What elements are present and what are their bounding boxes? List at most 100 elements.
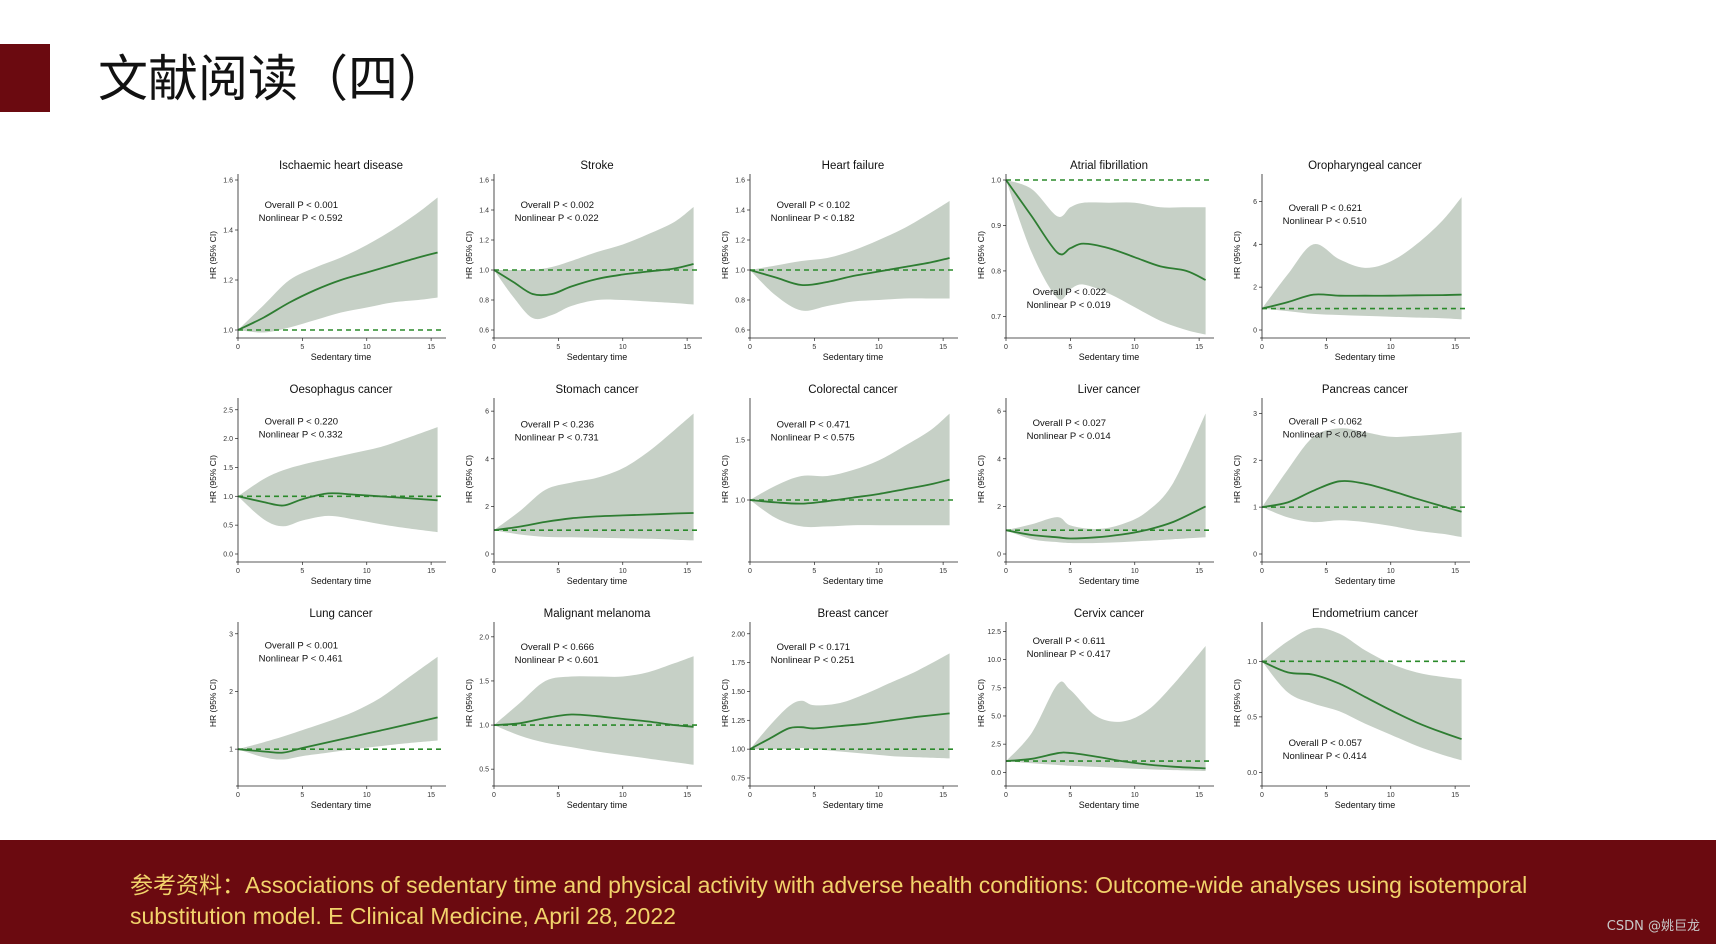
- y-tick-label: 0: [485, 552, 489, 559]
- chart-title: Breast cancer: [818, 608, 889, 620]
- chart-panel: 0 5 10 15 0 2 4 6 Stomach cancer Sedentary time HR…: [456, 376, 712, 600]
- y-tick-label: 2: [1253, 285, 1257, 292]
- chart-panel: 0 5 10 15 0.6 0.8 1.0 1.2 1.4 1.6 Heart failure Sed…: [712, 152, 968, 376]
- y-tick-label: 1.0: [479, 723, 489, 730]
- chart-panel: 0 5 10 15 0.6 0.8 1.0 1.2 1.4 1.6 Stroke Sedentary …: [456, 152, 712, 376]
- chart-svg: 0 5 10 15 1.0 1.2 1.4 1.6 Ischaemic heart diseas…: [208, 160, 446, 362]
- y-axis-label: HR (95% CI): [464, 679, 474, 727]
- y-tick-label: 2.0: [223, 436, 233, 443]
- y-tick-label: 1.50: [731, 689, 745, 696]
- y-tick-label: 1.2: [223, 278, 233, 285]
- chart-svg: 0 5 10 15 0.0 2.5 5.0 7.5 10.0 12.5 Cervix cancer S…: [976, 608, 1214, 810]
- hr-line: [237, 716, 438, 754]
- chart-panel: 0 5 10 15 0 1 2 3 Pancreas cancer Sedentary time H…: [1224, 376, 1480, 600]
- p-value-annotation: Nonlinear P < 0.461: [259, 654, 343, 665]
- p-value-annotation: Overall P < 0.062: [1289, 417, 1363, 428]
- chart-panel: 0 5 10 15 1.0 1.5 Colorectal cancer Sedentary t…: [712, 376, 968, 600]
- y-tick-label: 0.8: [479, 298, 489, 305]
- chart-title: Malignant melanoma: [544, 608, 651, 620]
- y-tick-label: 1.0: [1247, 659, 1257, 666]
- y-tick-label: 1.0: [991, 178, 1001, 185]
- chart-title: Liver cancer: [1078, 384, 1141, 396]
- y-tick-label: 0.75: [731, 776, 745, 783]
- y-tick-label: 0: [997, 552, 1001, 559]
- x-axis-label: Sedentary time: [823, 352, 884, 362]
- ci-band: [238, 197, 438, 333]
- hr-line: [1005, 505, 1206, 540]
- chart-grid: 0 5 10 15 1.0 1.2 1.4 1.6 Ischaemic heart diseas…: [200, 152, 1480, 822]
- ci-band: [494, 413, 694, 541]
- x-tick-label: 15: [427, 344, 435, 351]
- hr-line: [1005, 179, 1206, 281]
- y-tick-label: 1.6: [479, 178, 489, 185]
- y-tick-label: 1.6: [223, 178, 233, 185]
- y-tick-label: 5.0: [991, 713, 1001, 720]
- x-tick-label: 10: [363, 792, 371, 799]
- chart-title: Endometrium cancer: [1312, 608, 1418, 620]
- y-axis-label: HR (95% CI): [1232, 455, 1242, 503]
- y-axis-label: HR (95% CI): [720, 679, 730, 727]
- x-axis-label: Sedentary time: [1079, 576, 1140, 586]
- y-tick-label: 1.4: [223, 228, 233, 235]
- chart-panel: 0 5 10 15 1 2 3 Lung cancer Sedentary time HR (95…: [200, 600, 456, 824]
- x-tick-label: 15: [683, 568, 691, 575]
- y-tick-label: 0.6: [479, 328, 489, 335]
- y-tick-label: 1.6: [735, 178, 745, 185]
- y-tick-label: 10.0: [987, 657, 1001, 664]
- chart-title: Stomach cancer: [555, 384, 638, 396]
- y-tick-label: 0.8: [735, 298, 745, 305]
- y-tick-label: 1.0: [735, 268, 745, 275]
- chart-title: Atrial fibrillation: [1070, 160, 1148, 172]
- y-tick-label: 1: [1253, 505, 1257, 512]
- y-axis-label: HR (95% CI): [976, 679, 986, 727]
- p-value-annotation: Nonlinear P < 0.014: [1027, 431, 1111, 442]
- x-tick-label: 0: [1004, 344, 1008, 351]
- hr-line: [1261, 293, 1462, 310]
- x-tick-label: 0: [492, 792, 496, 799]
- y-tick-label: 1.25: [731, 718, 745, 725]
- chart-svg: 0 5 10 15 0.6 0.8 1.0 1.2 1.4 1.6 Stroke Sedentary …: [464, 160, 702, 362]
- chart-panel: 0 5 10 15 0.5 1.0 1.5 2.0 Malignant melanoma Sede…: [456, 600, 712, 824]
- y-tick-label: 0.5: [223, 523, 233, 530]
- p-value-annotation: Nonlinear P < 0.332: [259, 430, 343, 441]
- x-axis-label: Sedentary time: [1079, 352, 1140, 362]
- p-value-annotation: Overall P < 0.236: [521, 420, 595, 431]
- x-tick-label: 0: [236, 344, 240, 351]
- hr-line: [493, 512, 694, 532]
- y-axis-label: HR (95% CI): [464, 455, 474, 503]
- x-tick-label: 0: [748, 568, 752, 575]
- ci-band: [1006, 413, 1206, 544]
- p-value-annotation: Overall P < 0.621: [1289, 203, 1363, 214]
- x-tick-label: 0: [492, 344, 496, 351]
- y-tick-label: 6: [485, 409, 489, 416]
- p-value-annotation: Nonlinear P < 0.417: [1027, 649, 1111, 660]
- y-tick-label: 1.5: [479, 678, 489, 685]
- x-tick-label: 10: [1131, 792, 1139, 799]
- x-tick-label: 15: [1451, 792, 1459, 799]
- y-tick-label: 0.6: [735, 328, 745, 335]
- chart-panel: 0 5 10 15 0.0 2.5 5.0 7.5 10.0 12.5 Cervix cancer S…: [968, 600, 1224, 824]
- x-tick-label: 5: [556, 792, 560, 799]
- x-tick-label: 15: [427, 568, 435, 575]
- chart-title: Pancreas cancer: [1322, 384, 1408, 396]
- x-tick-label: 15: [939, 344, 947, 351]
- x-tick-label: 10: [875, 344, 883, 351]
- hr-line: [1261, 480, 1462, 513]
- x-tick-label: 15: [1195, 344, 1203, 351]
- ci-band: [494, 207, 694, 320]
- x-axis-label: Sedentary time: [1335, 352, 1396, 362]
- ci-band: [238, 656, 438, 760]
- p-value-annotation: Overall P < 0.220: [265, 417, 339, 428]
- y-tick-label: 1.2: [479, 238, 489, 245]
- y-tick-label: 1.0: [735, 498, 745, 505]
- chart-title: Heart failure: [822, 160, 885, 172]
- hr-line: [493, 263, 694, 297]
- ci-band: [750, 653, 950, 759]
- y-axis-label: HR (95% CI): [976, 231, 986, 279]
- hr-line: [749, 712, 950, 750]
- x-axis-label: Sedentary time: [1079, 800, 1140, 810]
- p-value-annotation: Nonlinear P < 0.592: [259, 213, 343, 224]
- chart-svg: 0 5 10 15 0.7 0.8 0.9 1.0 Atrial fibrillation Sed…: [976, 160, 1214, 362]
- x-tick-label: 5: [1324, 792, 1328, 799]
- p-value-annotation: Nonlinear P < 0.731: [515, 433, 599, 444]
